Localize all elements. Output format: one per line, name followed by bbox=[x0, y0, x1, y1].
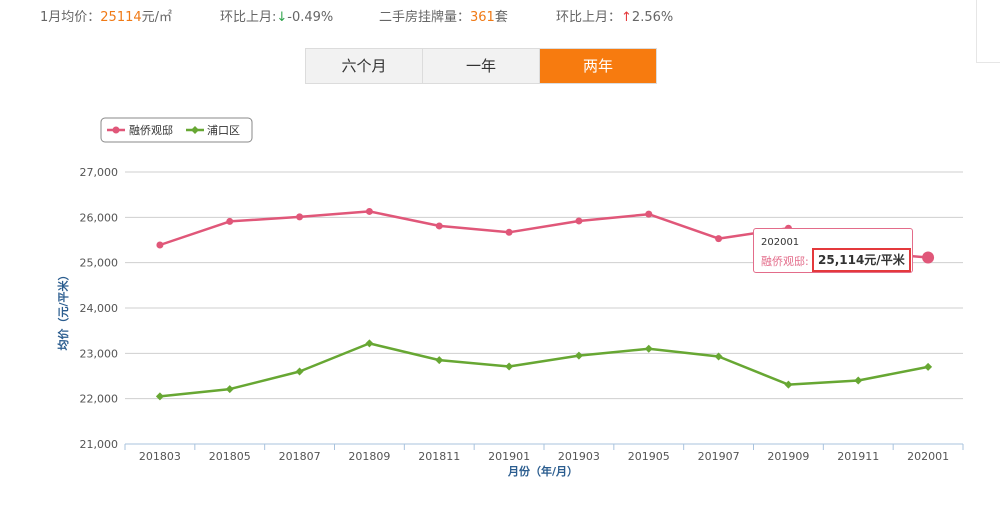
tooltip-series-label: 融侨观邸: bbox=[761, 255, 809, 268]
tab-two-years[interactable]: 两年 bbox=[540, 49, 656, 83]
tab-six-months[interactable]: 六个月 bbox=[306, 49, 423, 83]
data-point bbox=[225, 385, 234, 394]
avg-price-unit: 元/㎡ bbox=[141, 10, 173, 25]
listing-label: 二手房挂牌量： bbox=[379, 10, 471, 25]
data-point bbox=[296, 213, 304, 221]
x-tick-label: 201901 bbox=[488, 450, 530, 463]
data-point bbox=[226, 217, 234, 225]
data-point bbox=[295, 367, 304, 376]
x-tick-label: 201807 bbox=[279, 450, 321, 463]
tooltip-date: 202001 bbox=[761, 237, 800, 248]
legend-marker-1 bbox=[112, 126, 120, 134]
avg-price-label: 1月均价： bbox=[40, 10, 101, 25]
legend-label-1: 融侨观邸 bbox=[129, 124, 173, 137]
data-point bbox=[435, 356, 444, 365]
y-tick-label: 22,000 bbox=[80, 393, 119, 406]
data-point bbox=[505, 362, 514, 371]
tooltip-value: 25,114元/平米 bbox=[812, 248, 911, 272]
data-point bbox=[435, 222, 443, 230]
data-point bbox=[365, 339, 374, 348]
data-point bbox=[505, 228, 513, 236]
hovered-data-point bbox=[922, 251, 935, 264]
data-point bbox=[714, 352, 723, 361]
listing-value: 361 bbox=[470, 10, 495, 25]
mom-price-label: 环比上月: bbox=[220, 10, 277, 25]
legend-marker-2 bbox=[191, 126, 199, 134]
listing-unit: 套 bbox=[494, 10, 508, 25]
data-point bbox=[575, 217, 583, 225]
chart-tooltip: 202001 融侨观邸: 25,114元/平米 bbox=[753, 228, 913, 273]
period-tabs: 六个月 一年 两年 bbox=[305, 48, 657, 84]
y-tick-label: 24,000 bbox=[80, 302, 119, 315]
y-tick-label: 21,000 bbox=[80, 438, 119, 451]
x-tick-label: 202001 bbox=[907, 450, 949, 463]
y-tick-label: 25,000 bbox=[80, 257, 119, 270]
listing-stat: 二手房挂牌量：361套 bbox=[379, 6, 508, 25]
y-tick-label: 26,000 bbox=[80, 211, 119, 224]
mom-listing-stat: 环比上月：↑2.56% bbox=[556, 6, 673, 25]
up-arrow-icon: ↑ bbox=[621, 10, 632, 25]
tab-one-year[interactable]: 一年 bbox=[423, 49, 540, 83]
mom-price-stat: 环比上月:↓-0.49% bbox=[220, 6, 333, 25]
mom-listing-label: 环比上月： bbox=[556, 10, 622, 25]
x-tick-label: 201803 bbox=[139, 450, 181, 463]
data-point bbox=[365, 207, 373, 215]
data-point bbox=[156, 241, 164, 249]
x-tick-label: 201811 bbox=[418, 450, 460, 463]
series-line-2 bbox=[159, 342, 929, 398]
x-tick-label: 201809 bbox=[348, 450, 390, 463]
data-point bbox=[784, 380, 793, 389]
x-tick-label: 201909 bbox=[767, 450, 809, 463]
avg-price-value: 25114 bbox=[100, 10, 142, 25]
x-tick-label: 201805 bbox=[209, 450, 251, 463]
x-axis-title: 月份（年/月） bbox=[507, 464, 578, 478]
x-tick-label: 201911 bbox=[837, 450, 879, 463]
data-point bbox=[155, 392, 164, 401]
x-tick-label: 201903 bbox=[558, 450, 600, 463]
corner-panel bbox=[976, 0, 1000, 63]
data-point bbox=[924, 362, 933, 371]
mom-listing-value: 2.56% bbox=[631, 10, 674, 25]
x-tick-label: 201907 bbox=[698, 450, 740, 463]
data-point bbox=[574, 351, 583, 360]
y-tick-label: 27,000 bbox=[80, 166, 119, 179]
data-point bbox=[645, 210, 653, 218]
y-axis-title: 均价（元/平米） bbox=[56, 269, 70, 350]
avg-price-stat: 1月均价：25114元/㎡ bbox=[40, 6, 172, 25]
data-point bbox=[715, 235, 723, 243]
x-tick-label: 201905 bbox=[628, 450, 670, 463]
data-point bbox=[854, 376, 863, 385]
mom-price-value: -0.49% bbox=[287, 10, 334, 25]
data-point bbox=[644, 344, 653, 353]
down-arrow-icon: ↓ bbox=[276, 10, 288, 25]
legend-box bbox=[100, 117, 253, 143]
legend-label-2: 浦口区 bbox=[207, 124, 240, 137]
y-tick-label: 23,000 bbox=[80, 347, 119, 360]
